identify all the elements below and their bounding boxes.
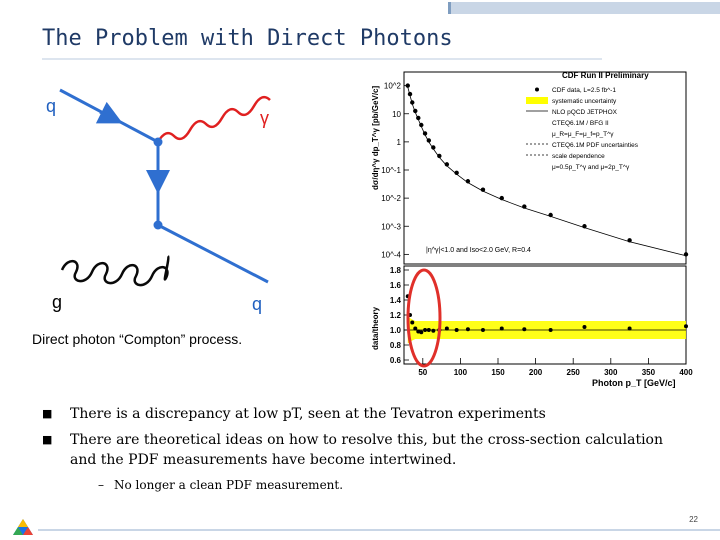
label-q-out: q	[252, 294, 262, 314]
ratio-point	[582, 325, 587, 329]
y-tick-top-label: 10^2	[384, 82, 402, 91]
bullet-text: There are theoretical ideas on how to re…	[70, 432, 663, 468]
legend-entry: CDF data, L=2.5 fb^-1	[552, 87, 616, 94]
y-axis-label-bottom: data/theory	[371, 306, 380, 350]
y-tick-bottom-label: 1.4	[390, 296, 402, 305]
data-point	[437, 153, 442, 159]
quark-arrow-icon	[95, 101, 123, 124]
y-tick-top-label: 1	[397, 138, 402, 147]
x-tick-label: 300	[604, 368, 618, 377]
theory-curve	[407, 86, 687, 257]
bullet-item: ■ There is a discrepancy at low pT, seen …	[42, 404, 692, 424]
ratio-point	[522, 327, 527, 332]
diagram-caption: Direct photon “Compton” process.	[32, 331, 243, 347]
y-ticks-top: 10^2 10 1 10^-1 10^-2 10^-3 10^-4	[381, 82, 409, 259]
ratio-point	[413, 326, 418, 331]
sub-bullet-text: No longer a clean PDF measurement.	[114, 478, 344, 492]
sub-bullet: – No longer a clean PDF measurement.	[98, 478, 343, 492]
y-tick-top-label: 10^-3	[381, 222, 401, 231]
x-tick-label: 100	[454, 368, 468, 377]
legend-entry: μ=0.5p_T^γ and μ=2p_T^γ	[552, 164, 630, 171]
y-tick-top-label: 10^-4	[381, 250, 401, 259]
legend-entry: scale dependence	[552, 153, 605, 160]
legend: CDF data, L=2.5 fb^-1 systematic uncertai…	[526, 87, 639, 171]
photon-wavy-line	[156, 95, 271, 143]
ratio-point	[444, 326, 449, 331]
x-tick-label: 250	[567, 368, 581, 377]
legend-entry: NLO pQCD JETPHOX	[552, 109, 618, 116]
data-point	[444, 162, 450, 167]
low-pt-highlight-ellipse	[406, 268, 442, 368]
y-tick-top-label: 10	[392, 110, 401, 119]
label-q-in: q	[46, 96, 56, 116]
legend-entry: CTEQ6.1M / BFG II	[552, 120, 609, 127]
data-point	[465, 179, 471, 184]
chart-annotation: |η^γ|<1.0 and Iso<2.0 GeV, R=0.4	[426, 247, 531, 254]
y-tick-bottom-label: 1.2	[390, 311, 402, 320]
ratio-point	[416, 329, 421, 334]
y-tick-bottom-label: 0.6	[390, 356, 402, 365]
ratio-point	[684, 324, 688, 329]
data-point	[431, 145, 436, 150]
y-axis-label-top: dσ/dη^γ dp_T^γ [pb/GeV/c]	[371, 86, 380, 190]
x-tick-label: 400	[679, 368, 693, 377]
label-gamma: γ	[260, 108, 269, 128]
y-tick-top-label: 10^-1	[381, 166, 401, 175]
logo-icon	[13, 519, 33, 535]
y-tick-bottom-label: 0.8	[390, 341, 402, 350]
vertex-bottom	[153, 220, 163, 230]
chart-title: CDF Run II Preliminary	[562, 71, 649, 80]
bullet-list: ■ There is a discrepancy at low pT, seen …	[42, 404, 692, 476]
legend-entry: μ_R=μ_F=μ_f=p_T^γ	[552, 131, 614, 138]
x-tick-label: 150	[491, 368, 505, 377]
vertex-top	[153, 137, 163, 147]
dash-icon: –	[98, 478, 104, 492]
y-tick-bottom-label: 1.6	[390, 281, 402, 290]
ratio-point	[419, 330, 424, 335]
slide-title: The Problem with Direct Photons	[42, 26, 453, 51]
data-point	[405, 83, 410, 88]
data-points	[405, 83, 689, 257]
feynman-diagram: q γ g q	[46, 88, 271, 314]
x-tick-label: 200	[529, 368, 543, 377]
ratio-point	[431, 328, 436, 333]
x-tick-label: 350	[642, 368, 656, 377]
legend-swatch	[526, 97, 548, 104]
bullet-text: There is a discrepancy at low pT, seen a…	[70, 406, 546, 422]
title-divider	[42, 58, 602, 60]
bottom-divider	[38, 529, 720, 531]
legend-entry: systematic uncertainty	[552, 98, 617, 105]
page-number: 22	[689, 515, 698, 524]
bullet-square-icon: ■	[42, 433, 53, 446]
y-tick-top-label: 10^-2	[381, 194, 401, 203]
x-axis-label: Photon p_T [GeV/c]	[592, 378, 676, 388]
cross-section-chart: CDF Run II Preliminary |η^γ|<1.0 and Iso…	[371, 71, 693, 388]
outgoing-quark-line	[157, 223, 269, 284]
ratio-point	[465, 327, 470, 332]
ratio-panel-frame	[403, 265, 687, 365]
y-tick-bottom-label: 1.8	[390, 266, 402, 275]
legend-entry: CTEQ6.1M PDF uncertainties	[552, 142, 639, 149]
label-g: g	[52, 292, 62, 312]
data-point	[454, 170, 459, 176]
gluon-curly-line	[60, 255, 170, 287]
ratio-point	[410, 320, 415, 325]
x-ticks: 50 100 150 200 250 300 350 400	[418, 358, 693, 377]
y-tick-bottom-label: 1.0	[390, 326, 402, 335]
ratio-point	[499, 326, 504, 331]
ratio-point	[627, 326, 632, 331]
bullet-square-icon: ■	[42, 407, 53, 420]
data-point	[683, 252, 689, 257]
x-tick-label: 50	[418, 368, 427, 377]
legend-swatch	[535, 87, 539, 92]
bullet-item: ■ There are theoretical ideas on how to r…	[42, 430, 692, 470]
top-accent-bar	[448, 2, 720, 14]
